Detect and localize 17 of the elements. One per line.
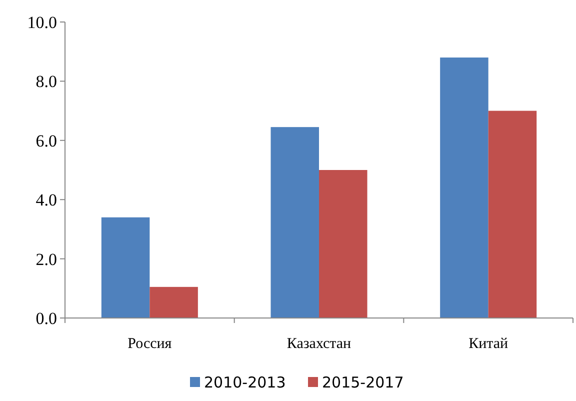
x-tick-label: Китай	[468, 336, 508, 352]
legend-label: 2010-2013	[204, 373, 286, 392]
bar	[101, 217, 150, 318]
bar	[440, 58, 488, 318]
y-tick-label: 4.0	[36, 190, 57, 210]
y-tick-label: 2.0	[36, 250, 57, 269]
bar	[488, 110, 537, 318]
x-tick-label: Россия	[128, 336, 172, 352]
y-tick-label: 8.0	[36, 72, 57, 92]
x-tick-label: Казахстан	[286, 336, 352, 352]
y-tick-label: 10.0	[27, 12, 57, 32]
y-tick-label: 0.0	[36, 308, 57, 328]
bar	[270, 127, 319, 318]
bar	[150, 286, 198, 318]
y-tick-label: 6.0	[36, 131, 57, 150]
bar	[319, 170, 368, 318]
legend-label: 2015-2017	[322, 373, 404, 392]
